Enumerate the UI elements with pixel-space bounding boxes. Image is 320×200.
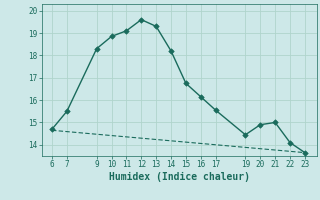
X-axis label: Humidex (Indice chaleur): Humidex (Indice chaleur) — [109, 172, 250, 182]
